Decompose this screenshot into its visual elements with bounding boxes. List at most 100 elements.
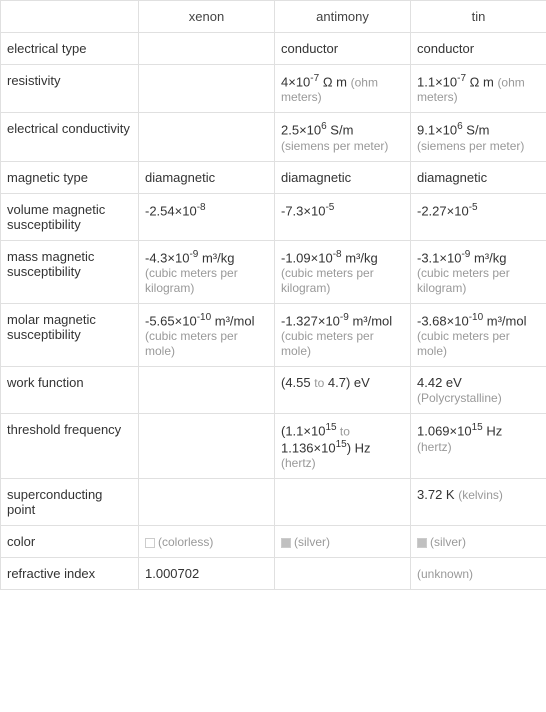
color-text: (silver) [430, 535, 466, 549]
unit-label: (cubic meters per mole) [145, 329, 238, 358]
value: -1.09×10 [281, 250, 333, 265]
unit-label: (hertz) [281, 456, 316, 470]
value: 4.7) eV [324, 375, 370, 390]
unit-label: (unknown) [417, 567, 473, 581]
cell-xenon [139, 33, 275, 65]
unit: S/m [463, 123, 490, 138]
exponent: -7 [457, 73, 466, 84]
cell-tin: -3.1×10-9 m³/kg (cubic meters per kilogr… [411, 240, 546, 303]
cell-antimony: (silver) [275, 525, 411, 557]
cell-antimony: -1.09×10-8 m³/kg (cubic meters per kilog… [275, 240, 411, 303]
cell-xenon: -5.65×10-10 m³/mol (cubic meters per mol… [139, 303, 275, 366]
cell-tin: 3.72 K (kelvins) [411, 478, 546, 525]
cell-antimony: 2.5×106 S/m (siemens per meter) [275, 113, 411, 161]
cell-xenon: -2.54×10-8 [139, 193, 275, 240]
unit-label: (cubic meters per kilogram) [145, 266, 238, 295]
row-label: volume magnetic susceptibility [1, 193, 139, 240]
row-label: refractive index [1, 557, 139, 589]
cell-antimony: (4.55 to 4.7) eV [275, 367, 411, 414]
unit-label: (siemens per meter) [417, 139, 524, 153]
color-swatch [417, 538, 427, 548]
value: 2.5×10 [281, 123, 321, 138]
value: 4.42 eV [417, 375, 462, 390]
cell-tin: -2.27×10-5 [411, 193, 546, 240]
cell-xenon [139, 478, 275, 525]
row-label: color [1, 525, 139, 557]
value: -7.3×10 [281, 203, 325, 218]
unit-label: (hertz) [417, 440, 452, 454]
properties-table: xenon antimony tin electrical type condu… [0, 0, 546, 590]
header-antimony: antimony [275, 1, 411, 33]
color-text: (colorless) [158, 535, 213, 549]
unit-label: (Polycrystalline) [417, 391, 502, 405]
exponent: -10 [197, 312, 211, 323]
table-row: resistivity 4×10-7 Ω m (ohm meters) 1.1×… [1, 65, 546, 113]
exponent: -8 [197, 202, 206, 213]
header-tin: tin [411, 1, 546, 33]
cell-tin: diamagnetic [411, 161, 546, 193]
color-text: (silver) [294, 535, 330, 549]
value: 1.136×10 [281, 440, 336, 455]
unit: Ω m [319, 74, 347, 89]
table-row: electrical type conductor conductor [1, 33, 546, 65]
table-row: volume magnetic susceptibility -2.54×10-… [1, 193, 546, 240]
to-label: to [337, 425, 350, 439]
row-label: electrical conductivity [1, 113, 139, 161]
value: -4.3×10 [145, 250, 189, 265]
unit: Ω m [466, 74, 494, 89]
cell-tin: 1.1×10-7 Ω m (ohm meters) [411, 65, 546, 113]
header-xenon: xenon [139, 1, 275, 33]
header-empty [1, 1, 139, 33]
row-label: threshold frequency [1, 414, 139, 479]
table-row: electrical conductivity 2.5×106 S/m (sie… [1, 113, 546, 161]
value: ) Hz [347, 440, 371, 455]
table-row: superconducting point 3.72 K (kelvins) [1, 478, 546, 525]
unit-label: (cubic meters per mole) [417, 329, 510, 358]
unit: m³/mol [349, 313, 392, 328]
value: 1.069×10 [417, 424, 472, 439]
value: -2.27×10 [417, 203, 469, 218]
table-header-row: xenon antimony tin [1, 1, 546, 33]
row-label: molar magnetic susceptibility [1, 303, 139, 366]
cell-tin: 1.069×1015 Hz (hertz) [411, 414, 546, 479]
table-row: magnetic type diamagnetic diamagnetic di… [1, 161, 546, 193]
exponent: -5 [325, 202, 334, 213]
table-row: mass magnetic susceptibility -4.3×10-9 m… [1, 240, 546, 303]
unit: m³/kg [342, 250, 378, 265]
cell-antimony: diamagnetic [275, 161, 411, 193]
unit-label: (kelvins) [458, 488, 503, 502]
cell-tin: -3.68×10-10 m³/mol (cubic meters per mol… [411, 303, 546, 366]
value: 3.72 K [417, 487, 455, 502]
cell-xenon [139, 65, 275, 113]
cell-tin: 9.1×106 S/m (siemens per meter) [411, 113, 546, 161]
row-label: magnetic type [1, 161, 139, 193]
table-row: work function (4.55 to 4.7) eV 4.42 eV (… [1, 367, 546, 414]
cell-antimony: 4×10-7 Ω m (ohm meters) [275, 65, 411, 113]
exponent: -9 [340, 312, 349, 323]
cell-xenon: -4.3×10-9 m³/kg (cubic meters per kilogr… [139, 240, 275, 303]
cell-xenon [139, 113, 275, 161]
value: 4×10 [281, 74, 310, 89]
table-row: molar magnetic susceptibility -5.65×10-1… [1, 303, 546, 366]
cell-antimony: (1.1×1015 to 1.136×1015) Hz (hertz) [275, 414, 411, 479]
cell-antimony: -1.327×10-9 m³/mol (cubic meters per mol… [275, 303, 411, 366]
unit-label: (cubic meters per kilogram) [417, 266, 510, 295]
unit-label: (cubic meters per kilogram) [281, 266, 374, 295]
unit-label: (cubic meters per mole) [281, 329, 374, 358]
cell-antimony [275, 557, 411, 589]
cell-xenon [139, 414, 275, 479]
unit: m³/kg [198, 250, 234, 265]
value: -3.1×10 [417, 250, 461, 265]
cell-tin: (silver) [411, 525, 546, 557]
table-row: color (colorless) (silver) (silver) [1, 525, 546, 557]
exponent: -10 [469, 312, 483, 323]
unit: m³/mol [483, 313, 526, 328]
unit: m³/kg [470, 250, 506, 265]
exponent: -8 [333, 249, 342, 260]
row-label: work function [1, 367, 139, 414]
cell-xenon: (colorless) [139, 525, 275, 557]
value: 1.1×10 [417, 74, 457, 89]
exponent: -5 [469, 202, 478, 213]
unit-label: (siemens per meter) [281, 139, 388, 153]
row-label: electrical type [1, 33, 139, 65]
